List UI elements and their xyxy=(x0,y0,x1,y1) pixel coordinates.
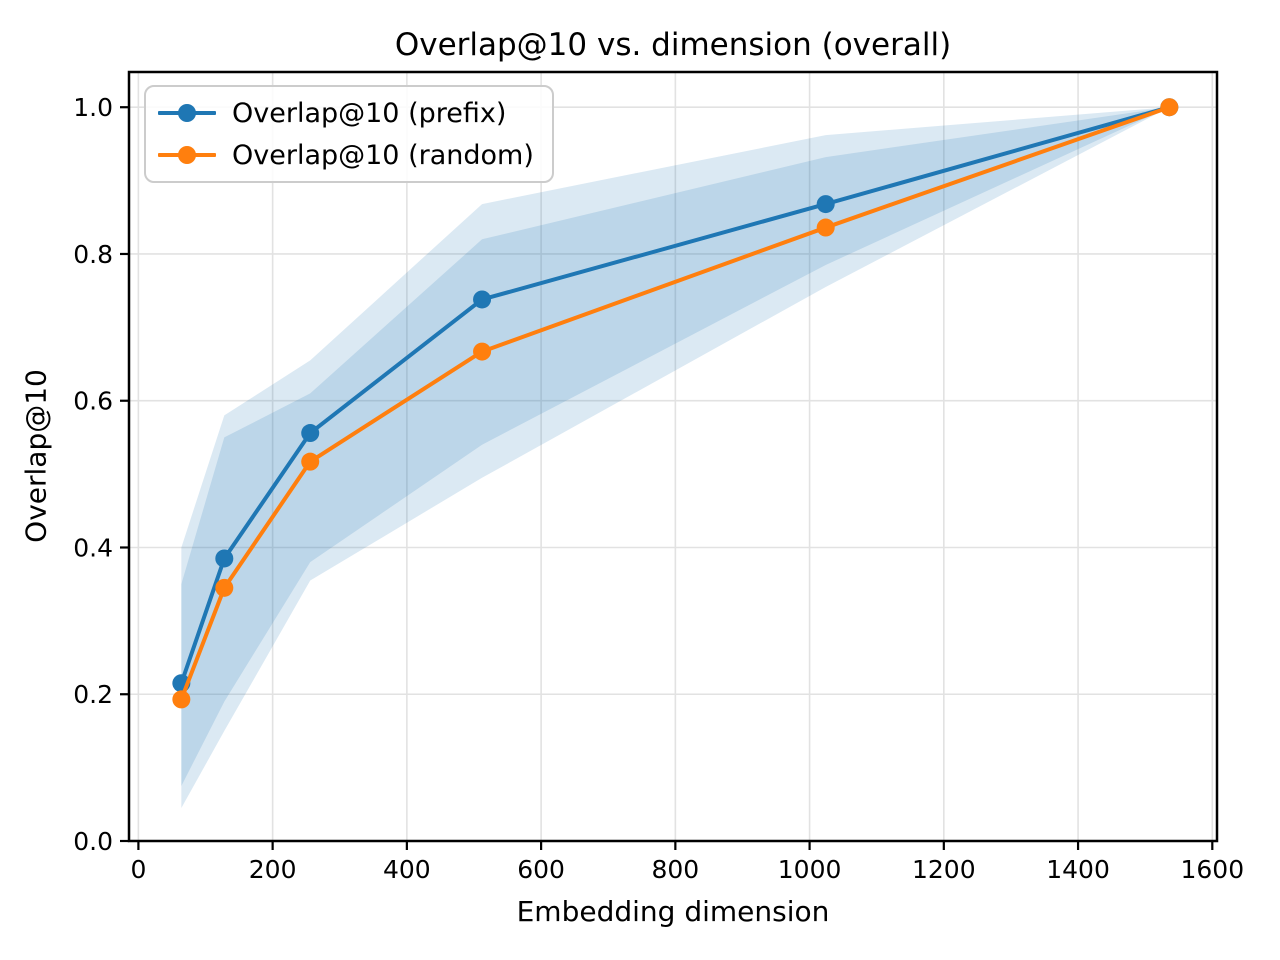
legend-swatch-prefix xyxy=(158,104,216,122)
confidence-band-prefix xyxy=(181,107,1170,786)
data-point-random-256 xyxy=(301,452,320,471)
y-axis-label: Overlap@10 xyxy=(19,369,53,543)
legend-item-prefix: Overlap@10 (prefix) xyxy=(158,93,534,133)
data-point-random-128 xyxy=(215,578,234,597)
data-point-random-64 xyxy=(172,690,191,709)
x-tick-label: 1400 xyxy=(1046,855,1110,884)
y-tick-label: 0.8 xyxy=(73,240,113,269)
y-tick-label: 0.6 xyxy=(73,387,113,416)
x-tick-label: 400 xyxy=(383,855,431,884)
x-tick-label: 800 xyxy=(651,855,699,884)
data-point-prefix-512 xyxy=(473,290,492,309)
x-axis-label: Embedding dimension xyxy=(516,895,830,928)
y-tick-label: 1.0 xyxy=(73,93,113,122)
legend-swatch-random xyxy=(158,146,216,164)
legend-item-random: Overlap@10 (random) xyxy=(158,135,534,175)
x-tick-label: 0 xyxy=(130,855,146,884)
y-tick-label: 0.0 xyxy=(73,827,113,856)
data-point-prefix-1024 xyxy=(816,195,835,214)
legend-dot-icon xyxy=(178,146,196,164)
x-tick-label: 1000 xyxy=(778,855,842,884)
data-point-random-512 xyxy=(473,342,492,361)
x-tick-label: 600 xyxy=(517,855,565,884)
data-point-prefix-128 xyxy=(215,549,234,568)
data-point-random-1024 xyxy=(816,218,835,237)
x-tick-label: 1200 xyxy=(912,855,976,884)
series-line-random xyxy=(179,105,1171,701)
data-point-random-1536 xyxy=(1160,98,1179,117)
series-line-prefix xyxy=(179,105,1170,684)
x-tick-label: 1600 xyxy=(1180,855,1244,884)
chart-title: Overlap@10 vs. dimension (overall) xyxy=(394,27,952,63)
legend-label-prefix: Overlap@10 (prefix) xyxy=(232,97,507,129)
data-point-prefix-256 xyxy=(301,424,320,443)
legend-label-random: Overlap@10 (random) xyxy=(232,139,534,171)
legend-dot-icon xyxy=(178,104,196,122)
y-tick-label: 0.4 xyxy=(73,533,113,562)
axes-spines xyxy=(127,70,1219,843)
x-tick-label: 200 xyxy=(249,855,297,884)
y-tick-label: 0.2 xyxy=(73,680,113,709)
legend: Overlap@10 (prefix) Overlap@10 (random) xyxy=(144,85,554,183)
